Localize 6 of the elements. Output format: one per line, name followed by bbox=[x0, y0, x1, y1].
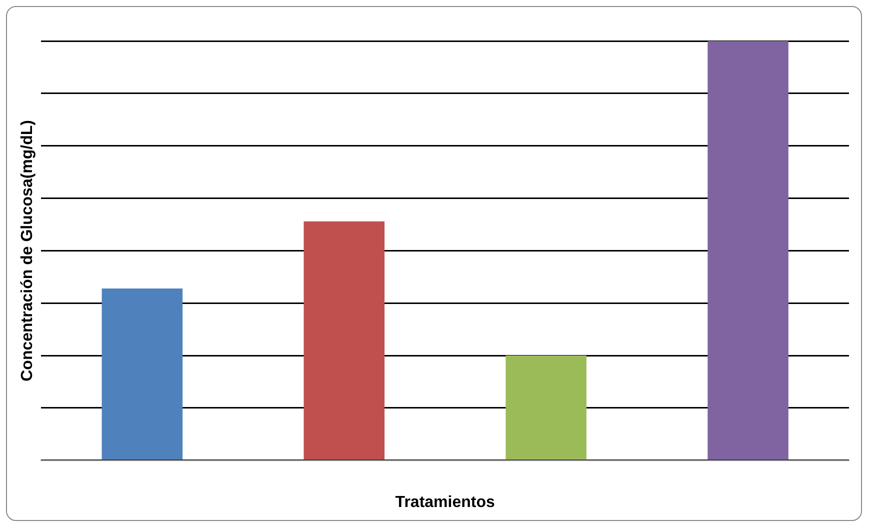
y-axis-title: Concentración de Glucosa(mg/dL) bbox=[19, 120, 36, 382]
bar bbox=[102, 288, 183, 460]
x-axis-title: Tratamientos bbox=[395, 494, 495, 511]
bar bbox=[708, 41, 788, 460]
bar bbox=[506, 356, 586, 460]
bar bbox=[304, 221, 385, 460]
